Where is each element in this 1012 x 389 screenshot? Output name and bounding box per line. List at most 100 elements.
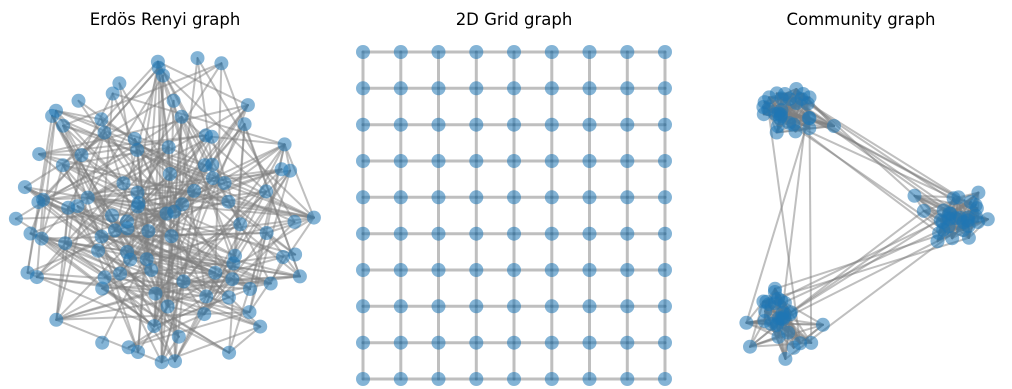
erdos-renyi-edge: [137, 189, 196, 205]
community-edge: [767, 108, 802, 345]
community-node: [930, 234, 945, 249]
erdos-renyi-node: [74, 148, 89, 163]
erdos-renyi-node: [32, 147, 47, 162]
erdos-renyi-node: [91, 243, 106, 258]
erdos-renyi-node: [205, 157, 220, 172]
erdos-renyi-edge: [55, 131, 106, 321]
erdos-renyi-node: [167, 204, 182, 219]
community-node: [786, 340, 801, 355]
grid-node: [431, 372, 446, 386]
erdos-renyi-node: [277, 137, 292, 152]
community-node: [971, 185, 986, 200]
grid-node: [431, 226, 446, 241]
grid-node: [393, 226, 408, 241]
erdos-renyi-node: [276, 250, 290, 264]
community-edge: [800, 97, 978, 210]
grid-node: [544, 372, 559, 386]
erdos-renyi-edge: [203, 262, 235, 316]
erdos-renyi-node: [190, 51, 205, 66]
grid-node: [658, 226, 672, 241]
erdos-renyi-node: [283, 163, 298, 178]
erdos-renyi-node: [156, 68, 170, 83]
erdos-renyi-node: [253, 319, 268, 334]
grid-node: [469, 190, 484, 205]
grid-node: [658, 263, 672, 277]
community-node: [756, 100, 771, 114]
erdos-renyi-edge: [156, 60, 249, 107]
erdos-renyi-panel: Erdös Renyi graph: [8, 10, 321, 370]
erdos-renyi-edge: [38, 153, 284, 258]
grid-node: [469, 81, 484, 96]
grid-node: [469, 154, 484, 168]
erdos-renyi-node: [306, 210, 321, 225]
erdos-renyi-node: [197, 307, 212, 322]
erdos-renyi-node: [242, 305, 257, 320]
community-node: [907, 188, 922, 203]
erdos-renyi-node: [95, 281, 110, 296]
grid-node: [507, 299, 521, 314]
grid-panel: 2D Grid graph: [356, 10, 672, 386]
community-node: [971, 215, 985, 229]
erdos-renyi-node: [139, 252, 154, 267]
grid-node: [507, 335, 521, 350]
community-node: [802, 111, 817, 125]
grid-node: [431, 263, 446, 277]
grid-node: [469, 45, 484, 59]
community-node: [936, 222, 951, 237]
community-node: [772, 111, 787, 126]
erdos-renyi-node: [174, 109, 189, 124]
erdos-renyi-node: [154, 355, 169, 370]
erdos-renyi-edge: [86, 196, 315, 219]
grid-node: [431, 81, 446, 96]
grid-node: [469, 372, 484, 386]
erdos-renyi-edge: [61, 164, 163, 364]
grid-node: [431, 299, 446, 314]
grid-node: [356, 335, 370, 350]
erdos-renyi-node: [164, 229, 179, 244]
grid-node: [356, 299, 370, 314]
grid-node: [620, 263, 635, 277]
erdos-renyi-node: [56, 118, 71, 133]
grid-node: [393, 190, 408, 205]
grid-node: [620, 117, 635, 132]
grid-node: [393, 335, 408, 350]
erdos-renyi-edge: [127, 313, 206, 349]
erdos-renyi-edge: [157, 66, 315, 219]
erdos-renyi-node: [221, 290, 236, 305]
grid-node: [582, 299, 597, 314]
community-node: [804, 335, 819, 350]
erdos-renyi-node: [228, 248, 242, 263]
community-edge: [780, 102, 809, 320]
erdos-renyi-node: [187, 183, 202, 198]
grid-node: [469, 226, 484, 241]
erdos-renyi-edge: [40, 164, 64, 240]
erdos-renyi-node: [70, 199, 85, 214]
grid-node: [393, 299, 408, 314]
grid-node: [356, 117, 370, 132]
erdos-renyi-node: [130, 199, 145, 214]
erdos-renyi-node: [120, 221, 135, 236]
grid-node: [658, 372, 672, 386]
erdos-renyi-node: [34, 231, 49, 246]
erdos-renyi-node: [94, 112, 109, 127]
erdos-renyi-node: [31, 195, 46, 210]
erdos-renyi-node: [105, 86, 120, 101]
erdos-renyi-node: [288, 247, 303, 262]
erdos-renyi-node: [214, 56, 229, 71]
grid-node: [658, 45, 672, 59]
grid-node: [356, 45, 370, 59]
erdos-renyi-node: [107, 223, 122, 238]
erdos-renyi-node: [166, 93, 181, 108]
grid-node: [544, 263, 559, 277]
erdos-renyi-node: [292, 269, 307, 284]
erdos-renyi-node: [130, 142, 145, 157]
erdos-renyi-edge: [100, 118, 230, 203]
community-node: [945, 231, 960, 246]
grid-nodes: [356, 45, 672, 386]
grid-node: [582, 81, 597, 96]
erdos-renyi-node: [148, 286, 163, 301]
erdos-renyi-node: [233, 217, 248, 232]
grid-node: [544, 190, 559, 205]
erdos-renyi-edge: [55, 206, 70, 321]
